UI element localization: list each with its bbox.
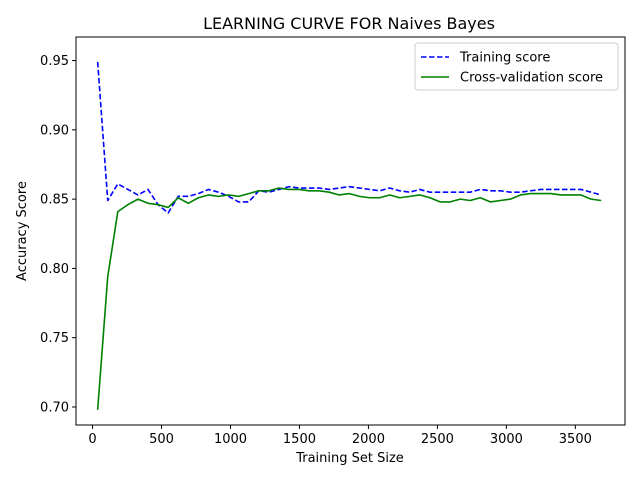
y-axis-label: Accuracy Score [15,181,30,281]
x-tick-label: 1000 [214,432,247,447]
y-tick-label: 0.75 [40,331,69,346]
series-line-cross-validation [96,187,602,410]
legend-label-cv: Cross-validation score [460,71,603,86]
series-line-training [96,61,602,214]
x-tick-label: 2000 [352,432,385,447]
legend-label-training: Training score [459,51,550,66]
x-axis: 0 500 1000 1500 2000 2500 3000 3500 [88,425,592,447]
x-tick-label: 1500 [283,432,316,447]
legend-box [414,42,619,91]
x-axis-label: Training Set Size [295,451,404,466]
x-tick-label: 3000 [490,432,523,447]
x-tick-label: 0 [88,432,96,447]
y-tick-label: 0.85 [40,193,69,208]
chart-title: LEARNING CURVE FOR Naives Bayes [203,14,495,33]
x-tick-label: 2500 [421,432,454,447]
y-tick-label: 0.70 [40,400,69,415]
legend: Training score Cross-validation score [414,42,619,91]
plot-area [96,61,602,410]
x-tick-label: 3500 [559,432,592,447]
y-tick-label: 0.80 [40,262,69,277]
y-tick-label: 0.95 [40,54,69,69]
y-axis: 0.70 0.75 0.80 0.85 0.90 0.95 [40,54,76,415]
plot-frame [75,36,626,426]
x-tick-label: 500 [149,432,174,447]
y-tick-label: 0.90 [40,123,69,138]
